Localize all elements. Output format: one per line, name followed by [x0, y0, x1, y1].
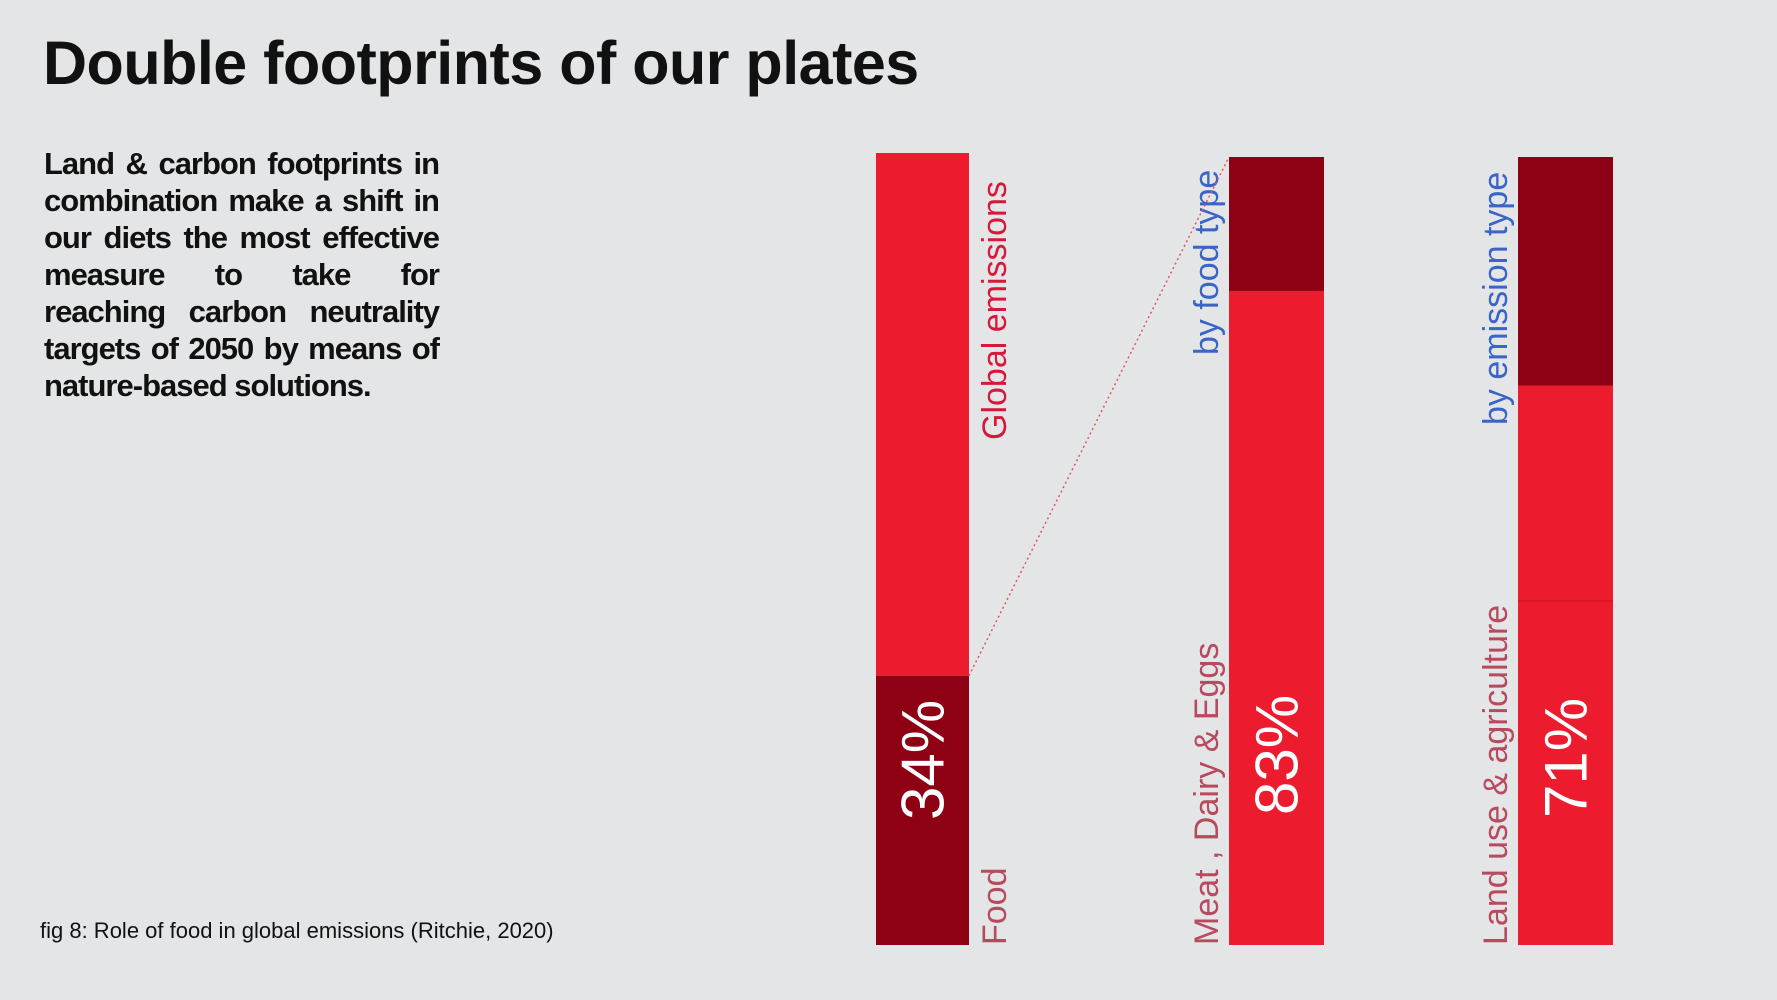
figure-caption: fig 8: Role of food in global emissions …	[40, 918, 554, 943]
page-title: Double footprints of our plates	[43, 29, 919, 97]
bar-emission-type-top-label: by emission type	[1477, 172, 1515, 425]
bar-emission-type-bright-segment	[1518, 385, 1613, 945]
intro-paragraph: Land & carbon footprints in combination …	[44, 146, 440, 403]
bar-food-type-bright-segment	[1229, 290, 1324, 946]
bar-emission-type-value-label: 71%	[1533, 698, 1600, 818]
bar-global-emissions-bright-segment	[876, 153, 969, 676]
bar-food-type-dark-segment	[1229, 157, 1324, 291]
bar-food-type-value-label: 83%	[1244, 695, 1311, 815]
bar-global-emissions-dark-segment	[876, 675, 969, 945]
bar-global-emissions-bottom-label: Food	[976, 868, 1014, 946]
bar-food-type-top-label: by food type	[1188, 170, 1226, 355]
bar-emission-type-bottom-label: Land use & agriculture	[1477, 605, 1515, 945]
bar-global-emissions-top-label: Global emissions	[976, 181, 1014, 440]
bar-food-type-bottom-label: Meat , Dairy & Eggs	[1188, 643, 1226, 945]
connector-dotted-line	[968, 156, 1230, 677]
bar-emission-type-dark-segment	[1518, 157, 1613, 386]
bar-global-emissions-value-label: 34%	[890, 700, 957, 820]
